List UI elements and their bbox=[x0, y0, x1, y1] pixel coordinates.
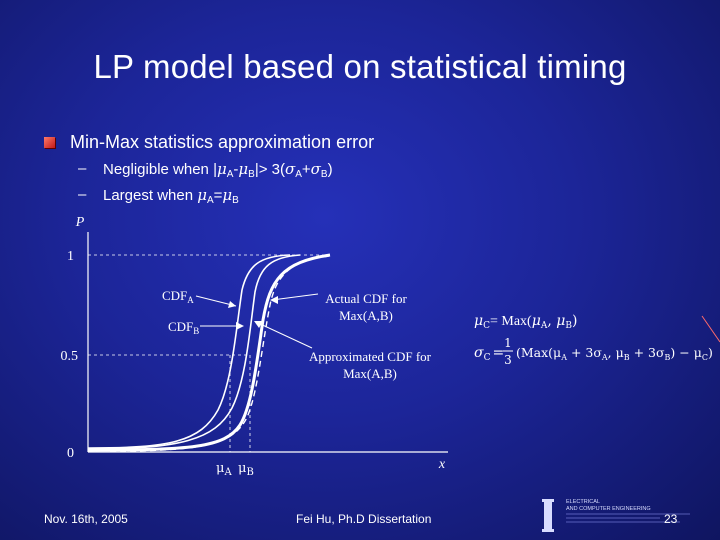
bullet-main-text: Min-Max statistics approximation error bbox=[70, 132, 375, 152]
logo-line2: AND COMPUTER ENGINEERING bbox=[566, 506, 651, 512]
corner-line bbox=[701, 315, 720, 343]
ece-logo: ELECTRICAL AND COMPUTER ENGINEERING bbox=[542, 499, 690, 532]
x-tick-mu-b-sub: B bbox=[246, 467, 253, 478]
negligible-prefix: Negligible when | bbox=[103, 161, 217, 178]
close-paren: ) bbox=[327, 161, 333, 178]
mu-a-sub: A bbox=[226, 169, 234, 180]
y-axis-label: P bbox=[75, 215, 85, 230]
mu-a2-sub: A bbox=[206, 195, 214, 206]
actual-arrow bbox=[271, 293, 319, 301]
formula-sigma-c-lhs: σC = bbox=[474, 345, 504, 363]
logo-pillar bbox=[544, 501, 552, 531]
corner-decoration bbox=[701, 315, 720, 343]
formulas-panel: μC= Max(μA, μB) σC = 1 3 (Max(μA + 3σA, μ… bbox=[474, 313, 713, 367]
x-tick-mu-b-symbol: μ bbox=[238, 461, 246, 476]
footer-date: Nov. 16th, 2005 bbox=[44, 512, 128, 526]
cdf-a-label-sub: A bbox=[187, 295, 194, 305]
cdf-b-arrowhead bbox=[236, 322, 244, 330]
equals-sign: = bbox=[213, 187, 223, 204]
y-tick-0: 0 bbox=[67, 446, 74, 461]
x-tick-mu-a: μA bbox=[216, 461, 232, 478]
sub-bullet-largest-text: Largest when μA=μB bbox=[103, 186, 239, 206]
dash-1: – bbox=[78, 160, 87, 177]
sigma-a-sub: A bbox=[295, 169, 302, 180]
cdf-a-curve bbox=[87, 254, 291, 449]
cdf-b-label-text: CDF bbox=[168, 319, 193, 334]
cdf-b-label-sub: B bbox=[193, 326, 199, 336]
actual-max-cdf-curve bbox=[87, 253, 331, 452]
mu-b2-sub: B bbox=[232, 195, 239, 206]
negligible-mid: |> 3( bbox=[254, 161, 285, 178]
logo-line1: ELECTRICAL bbox=[566, 499, 600, 505]
y-tick-1: 1 bbox=[67, 249, 74, 264]
slide-title: LP model based on statistical timing bbox=[93, 48, 627, 85]
cdf-b-curve bbox=[87, 254, 301, 450]
formula-fraction-num: 1 bbox=[504, 336, 512, 350]
sigma-b-symbol: σ bbox=[310, 160, 321, 178]
bullet-square-icon bbox=[44, 137, 55, 148]
x-tick-mu-a-symbol: μ bbox=[216, 461, 224, 476]
approx-arrow bbox=[255, 321, 313, 349]
mu-b-symbol: μ bbox=[238, 160, 249, 178]
mu-b-sub: B bbox=[248, 169, 255, 180]
minus-sign: - bbox=[233, 161, 239, 178]
footer-presenter: Fei Hu, Ph.D Dissertation bbox=[296, 512, 432, 526]
cdf-a-label: CDFA bbox=[162, 288, 194, 305]
actual-arrowhead bbox=[270, 296, 278, 304]
formula-fraction-den: 3 bbox=[504, 353, 512, 367]
cdf-b-label: CDFB bbox=[168, 319, 199, 336]
actual-label-line2: Max(A,B) bbox=[339, 308, 393, 323]
sub-bullet-negligible-text: Negligible when |μA-μB|> 3(σA+σB) bbox=[103, 160, 333, 180]
mu-a-symbol: μ bbox=[216, 160, 227, 178]
approx-max-cdf-curve bbox=[109, 255, 331, 452]
formula-mu-c: μC= Max(μA, μB) bbox=[474, 313, 577, 331]
x-tick-mu-a-sub: A bbox=[223, 467, 232, 478]
footer-page-number: 23 bbox=[664, 512, 678, 526]
cdf-a-label-text: CDF bbox=[162, 288, 187, 303]
y-tick-half: 0.5 bbox=[61, 349, 79, 364]
actual-label-line1: Actual CDF for bbox=[325, 291, 407, 306]
mu-a2-symbol: μ bbox=[197, 186, 207, 204]
cdf-a-arrowhead bbox=[228, 301, 236, 308]
largest-prefix: Largest when bbox=[103, 187, 198, 204]
sigma-a-symbol: σ bbox=[284, 160, 296, 178]
approx-label-line2: Max(A,B) bbox=[343, 366, 397, 381]
cdf-figure: P x 1 0.5 0 μA μB CDFA CDFB Actual CDF f… bbox=[61, 215, 448, 478]
formula-sigma-c-body: (Max(μA + 3σA, μB + 3σB) − μC) bbox=[516, 345, 713, 362]
approx-arrowhead bbox=[254, 321, 263, 328]
mu-b2-symbol: μ bbox=[222, 186, 233, 204]
dash-2: – bbox=[78, 186, 87, 203]
x-tick-mu-b: μB bbox=[238, 461, 254, 478]
approx-label-line1: Approximated CDF for bbox=[309, 349, 432, 364]
plus-sign: + bbox=[301, 161, 311, 178]
sigma-b-sub: B bbox=[320, 169, 328, 180]
x-axis-label: x bbox=[438, 457, 446, 472]
